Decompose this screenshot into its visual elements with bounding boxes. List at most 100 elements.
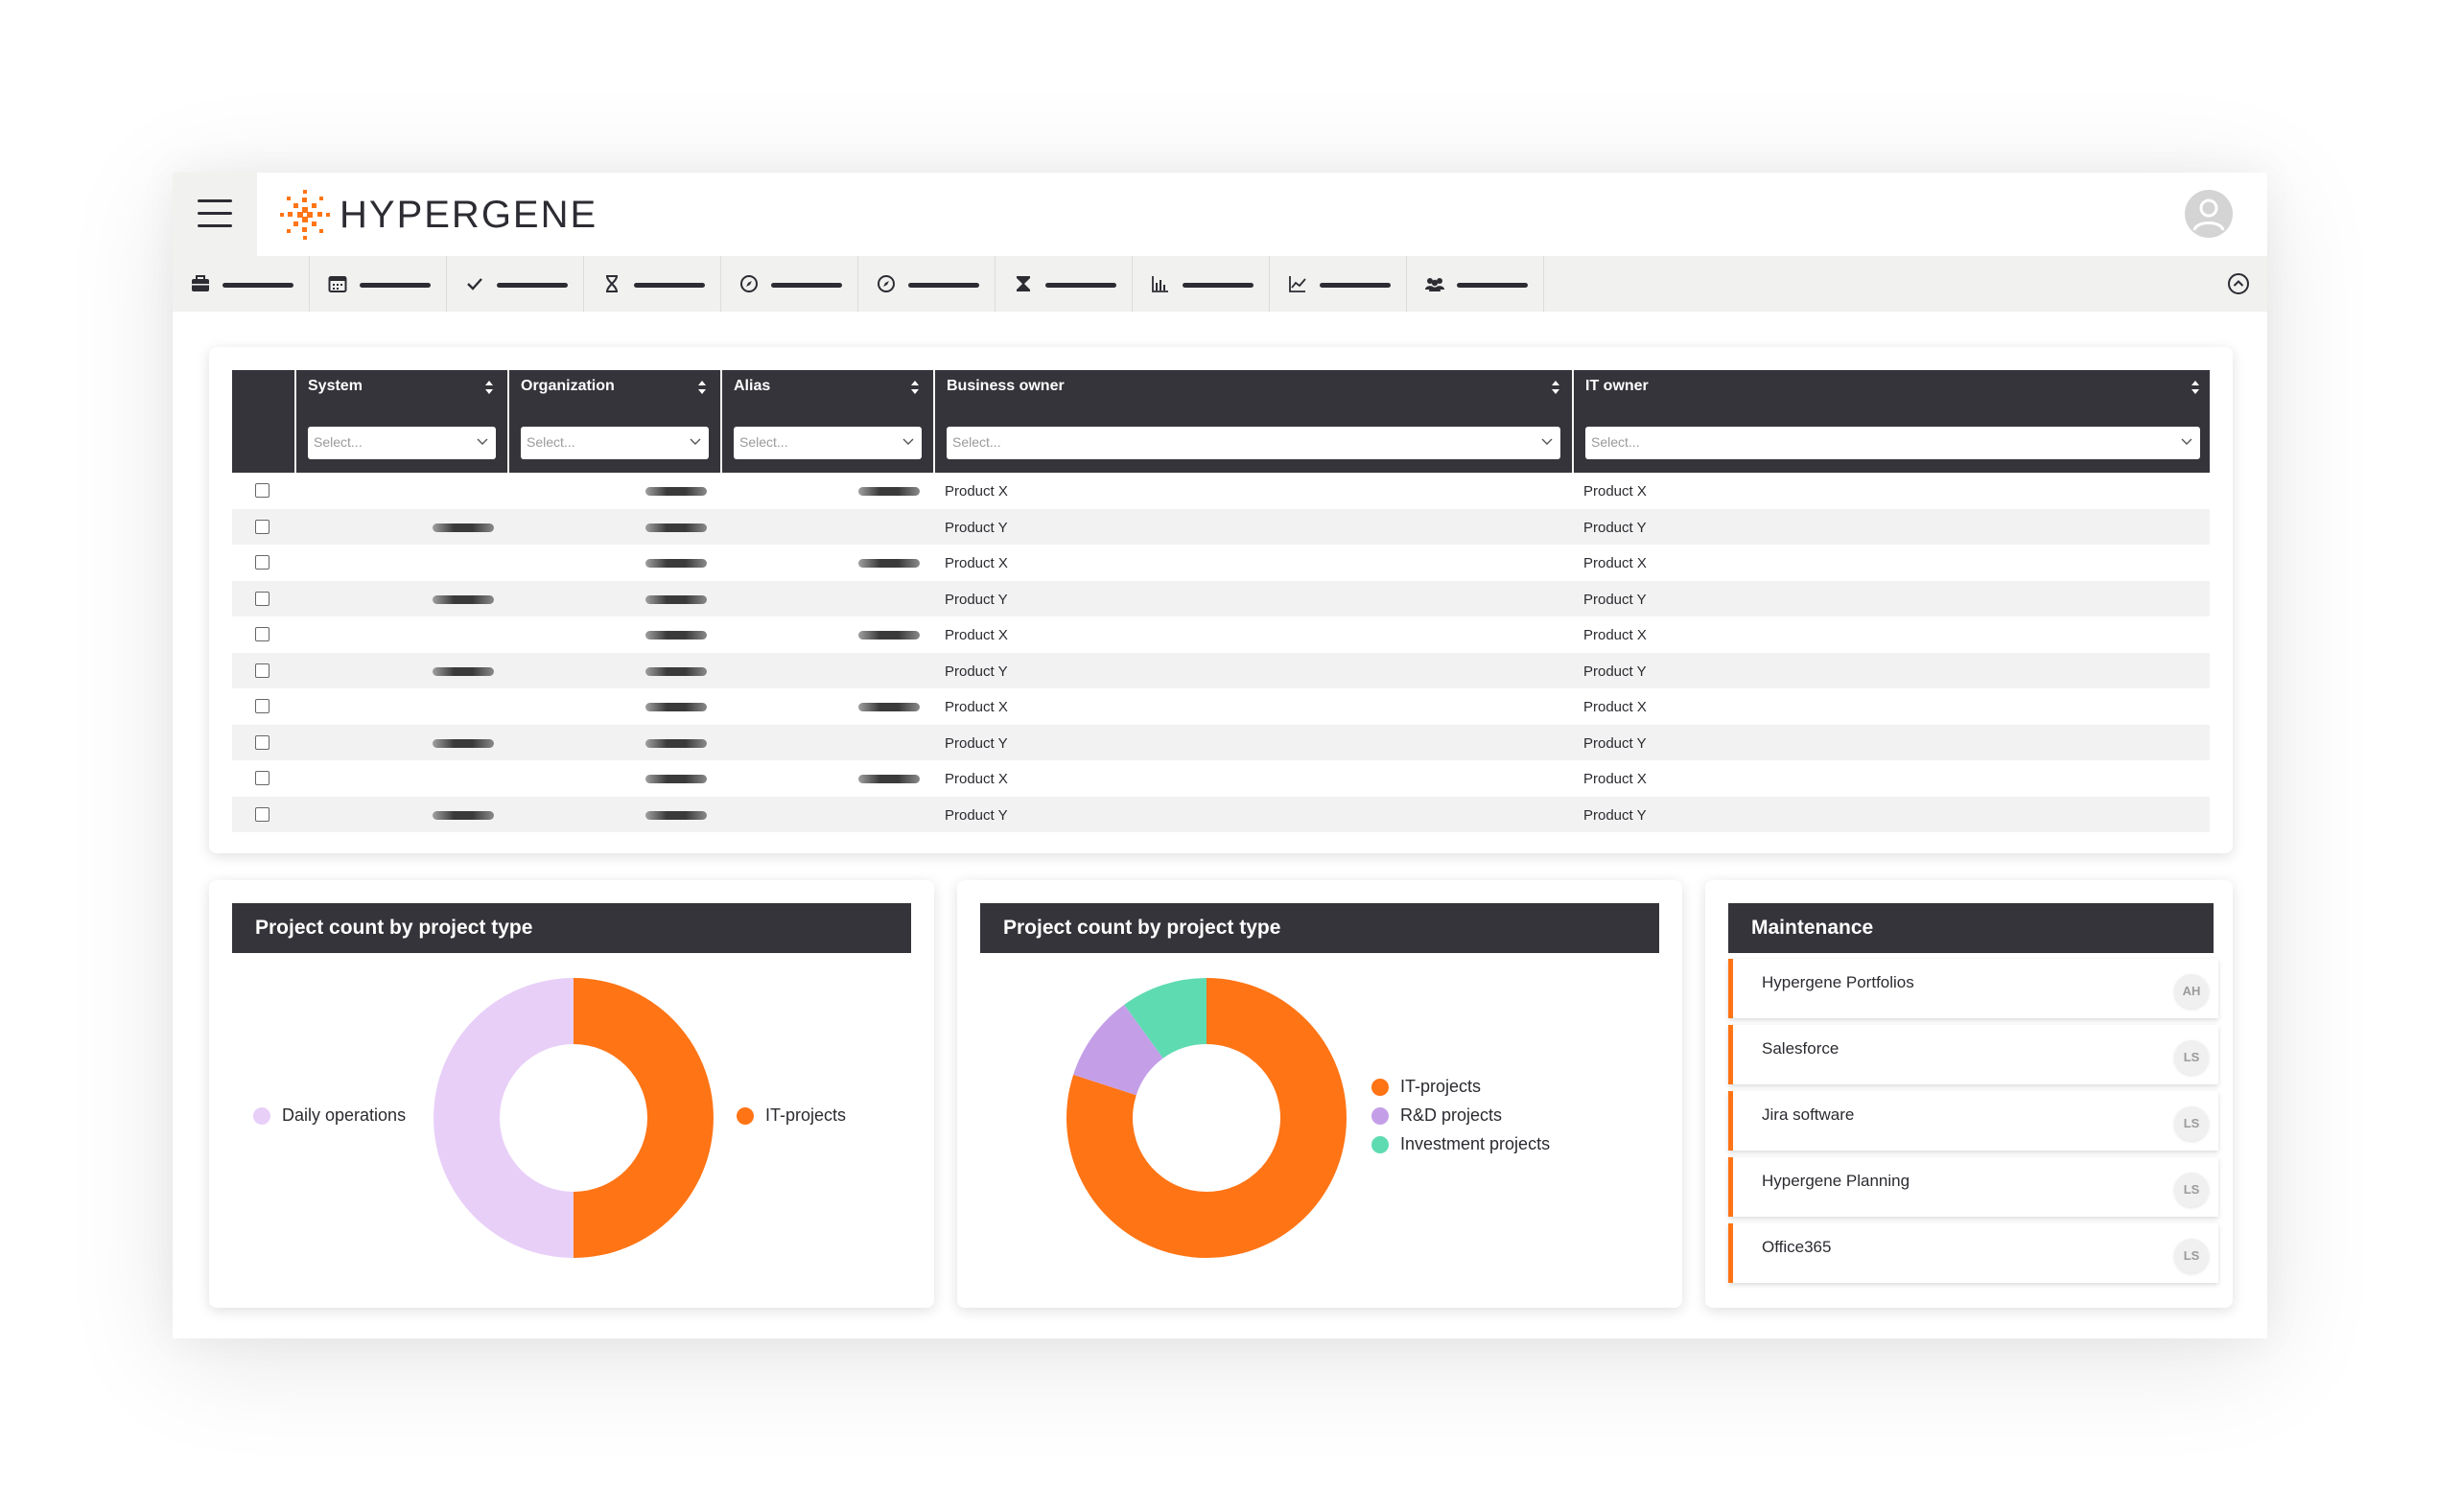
it-owner-filter-select[interactable]: Select... — [1585, 427, 2200, 459]
system-filter-select[interactable]: Select... — [308, 427, 496, 459]
maintenance-item[interactable]: Salesforce LS — [1728, 1025, 2218, 1084]
toolbar-item-bar-chart[interactable] — [1133, 256, 1270, 312]
legend-item-daily-operations: Daily operations — [253, 1105, 406, 1126]
chart-2-title: Project count by project type — [1003, 917, 1281, 939]
row-checkbox[interactable] — [255, 663, 269, 678]
toolbar-item-calendar[interactable] — [310, 256, 447, 312]
placeholder-pill — [645, 523, 707, 532]
row-checkbox[interactable] — [255, 483, 269, 498]
donut-slice-it-projects[interactable] — [1066, 978, 1347, 1258]
legend-swatch — [1371, 1135, 1389, 1153]
maintenance-item[interactable]: Hypergene Portfolios AH — [1728, 959, 2218, 1018]
donut-slice-it-projects[interactable] — [574, 978, 714, 1258]
chart-2-header: Project count by project type — [980, 903, 1659, 953]
toolbar-item-compass-1[interactable] — [721, 256, 858, 312]
table-row[interactable]: Product Y Product Y — [232, 508, 2210, 545]
toolbar-item-check[interactable] — [447, 256, 584, 312]
cell-it-owner: Product Y — [1583, 734, 1647, 752]
table-row[interactable]: Product Y Product Y — [232, 652, 2210, 688]
collapse-chevron-icon[interactable] — [2227, 272, 2250, 295]
table-row[interactable]: Product X Product X — [232, 545, 2210, 581]
row-checkbox[interactable] — [255, 519, 269, 534]
column-label-organization: Organization — [521, 378, 615, 394]
placeholder-pill — [433, 810, 494, 820]
cell-business-owner: Product Y — [945, 591, 1008, 608]
calendar-icon — [328, 276, 347, 292]
legend-swatch — [1371, 1078, 1389, 1096]
chart-1-title: Project count by project type — [255, 917, 533, 939]
toolbar-item-hourglass-filled[interactable] — [996, 256, 1133, 312]
column-alias: Alias Select... — [720, 370, 933, 473]
table-row[interactable]: Product X Product X — [232, 688, 2210, 725]
row-checkbox[interactable] — [255, 699, 269, 713]
briefcase-icon — [192, 275, 209, 291]
line-chart-icon — [1289, 276, 1306, 292]
column-business-owner: Business owner Select... — [933, 370, 1572, 473]
maintenance-item-name: Jira software — [1762, 1105, 1855, 1124]
toolbar-item-team[interactable] — [1407, 256, 1544, 312]
row-checkbox[interactable] — [255, 734, 269, 750]
table-row[interactable]: Product X Product X — [232, 760, 2210, 797]
toolbar-item-line-chart[interactable] — [1270, 256, 1407, 312]
assignee-avatar: LS — [2174, 1173, 2209, 1207]
legend-item-it-projects: IT-projects — [737, 1105, 846, 1126]
maintenance-item[interactable]: Jira software LS — [1728, 1091, 2218, 1151]
row-checkbox[interactable] — [255, 771, 269, 785]
sort-icon[interactable] — [484, 379, 494, 396]
header-bar — [257, 173, 2267, 256]
table-header: System Select... Organization Select... … — [232, 370, 2210, 473]
placeholder-pill — [645, 666, 707, 676]
placeholder-pill — [858, 703, 920, 711]
donut-slice-daily-operations[interactable] — [434, 978, 574, 1258]
sort-icon[interactable] — [1551, 379, 1560, 396]
donut-chart-2 — [1066, 978, 1347, 1258]
legend-label: IT-projects — [1400, 1077, 1482, 1096]
cell-it-owner: Product Y — [1583, 591, 1647, 608]
row-checkbox[interactable] — [255, 555, 269, 570]
legend-label: R&D projects — [1400, 1105, 1503, 1125]
table-row[interactable]: Product X Product X — [232, 473, 2210, 509]
assignee-avatar: LS — [2174, 1040, 2209, 1075]
cell-business-owner: Product X — [945, 771, 1008, 787]
user-avatar[interactable] — [2185, 190, 2233, 238]
toolbar-item-briefcase[interactable] — [173, 256, 310, 312]
table-row[interactable]: Product X Product X — [232, 616, 2210, 653]
table-row[interactable]: Product Y Product Y — [232, 580, 2210, 616]
legend-label: IT-projects — [765, 1105, 847, 1125]
legend-label: Investment projects — [1400, 1134, 1551, 1153]
maintenance-item[interactable]: Office365 LS — [1728, 1223, 2218, 1283]
donut-chart-1 — [434, 978, 714, 1258]
maintenance-title: Maintenance — [1751, 917, 1874, 939]
table-row[interactable]: Product Y Product Y — [232, 796, 2210, 832]
sort-icon[interactable] — [2191, 379, 2200, 396]
chevron-down-icon — [477, 438, 488, 445]
cell-business-owner: Product X — [945, 483, 1008, 500]
row-checkbox[interactable] — [255, 591, 269, 606]
toolbar-item-hourglass[interactable] — [584, 256, 721, 312]
maintenance-item[interactable]: Hypergene Planning LS — [1728, 1157, 2218, 1217]
toolbar-item-compass-2[interactable] — [858, 256, 996, 312]
column-it-owner: IT owner Select... — [1572, 370, 2212, 473]
hourglass-outline-icon — [606, 275, 618, 292]
sort-icon[interactable] — [697, 379, 707, 396]
table-row[interactable]: Product Y Product Y — [232, 724, 2210, 760]
row-checkbox[interactable] — [255, 806, 269, 822]
business-owner-filter-select[interactable]: Select... — [947, 427, 1560, 459]
cell-business-owner: Product Y — [945, 806, 1008, 824]
cell-it-owner: Product X — [1583, 555, 1647, 571]
logo[interactable]: HYPERGENE — [278, 188, 598, 242]
alias-filter-select[interactable]: Select... — [734, 427, 922, 459]
placeholder-pill — [645, 559, 707, 568]
placeholder-pill — [645, 738, 707, 748]
donut-slice-investment-projects[interactable] — [1124, 978, 1207, 1058]
row-checkbox[interactable] — [255, 627, 269, 641]
menu-icon[interactable] — [198, 198, 232, 230]
bar-chart-icon — [1152, 276, 1168, 292]
sort-icon[interactable] — [910, 379, 920, 396]
legend-item-it-projects: IT-projects — [1371, 1077, 1481, 1097]
organization-filter-select[interactable]: Select... — [521, 427, 709, 459]
donut-slice-r-d-projects[interactable] — [1073, 1004, 1163, 1096]
maintenance-item-name: Salesforce — [1762, 1039, 1839, 1058]
maintenance-header: Maintenance — [1728, 903, 2214, 953]
toolbar — [173, 256, 2267, 312]
